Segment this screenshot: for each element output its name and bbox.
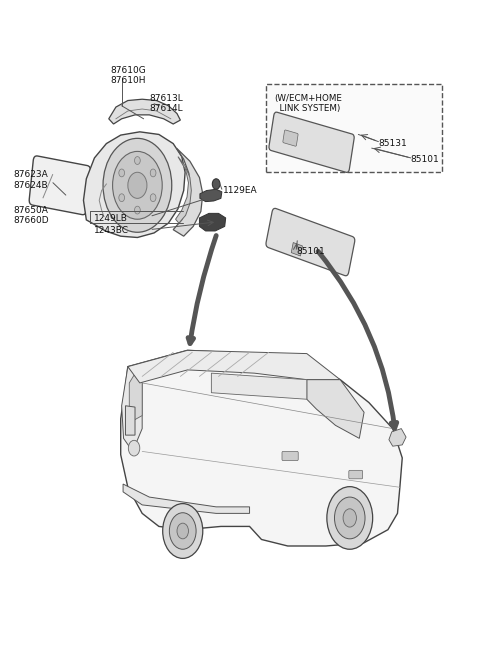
Polygon shape — [200, 189, 222, 202]
FancyBboxPatch shape — [282, 451, 298, 460]
Circle shape — [163, 504, 203, 558]
Circle shape — [128, 172, 147, 198]
Circle shape — [212, 179, 220, 189]
Text: 85131: 85131 — [378, 139, 407, 148]
Text: 85101: 85101 — [296, 247, 325, 255]
Polygon shape — [120, 350, 402, 546]
Circle shape — [327, 487, 372, 550]
FancyBboxPatch shape — [269, 112, 354, 172]
Text: 87610G
87610H: 87610G 87610H — [110, 66, 146, 85]
Circle shape — [150, 194, 156, 202]
FancyBboxPatch shape — [283, 130, 298, 146]
Text: 87623A
87624B: 87623A 87624B — [13, 170, 48, 190]
Polygon shape — [176, 157, 192, 223]
Circle shape — [103, 138, 172, 233]
Polygon shape — [123, 484, 250, 514]
Polygon shape — [129, 375, 142, 420]
Text: 1129EA: 1129EA — [223, 186, 258, 195]
Text: 1249LB: 1249LB — [94, 214, 127, 223]
Text: 1243BC: 1243BC — [94, 227, 129, 235]
Polygon shape — [128, 350, 340, 383]
Circle shape — [150, 169, 156, 177]
Circle shape — [134, 206, 140, 214]
Polygon shape — [199, 214, 226, 231]
Polygon shape — [211, 373, 307, 400]
FancyBboxPatch shape — [266, 208, 355, 276]
Circle shape — [134, 157, 140, 164]
Text: (W/ECM+HOME
  LINK SYSTEM): (W/ECM+HOME LINK SYSTEM) — [275, 94, 342, 113]
Circle shape — [119, 169, 124, 177]
Polygon shape — [121, 367, 142, 451]
Circle shape — [343, 509, 357, 527]
Text: 87650A
87660D: 87650A 87660D — [13, 206, 49, 225]
FancyBboxPatch shape — [291, 242, 302, 256]
Circle shape — [113, 151, 162, 219]
Polygon shape — [125, 405, 135, 435]
Polygon shape — [389, 428, 406, 446]
Polygon shape — [307, 380, 364, 438]
Polygon shape — [84, 132, 185, 238]
Text: 85101: 85101 — [411, 155, 440, 164]
Circle shape — [119, 194, 124, 202]
Circle shape — [128, 440, 140, 456]
Circle shape — [335, 497, 365, 539]
FancyBboxPatch shape — [29, 156, 91, 215]
Text: 87613L
87614L: 87613L 87614L — [149, 94, 183, 113]
Bar — [266, 84, 442, 172]
Circle shape — [177, 523, 189, 539]
FancyBboxPatch shape — [349, 470, 363, 479]
Circle shape — [169, 513, 196, 550]
Polygon shape — [173, 148, 203, 236]
Polygon shape — [109, 99, 180, 124]
